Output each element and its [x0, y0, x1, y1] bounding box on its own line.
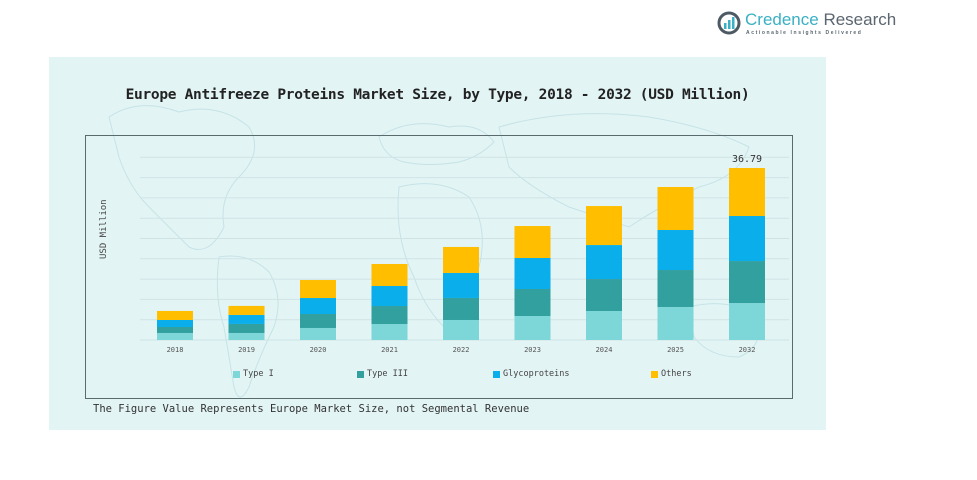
- logo-bar-chart-icon: [717, 11, 741, 35]
- bar-segment-type-iii: [157, 327, 193, 333]
- bar-segment-glycoproteins: [657, 229, 694, 271]
- bar-segment-type-iii: [514, 288, 551, 317]
- legend-swatch: [493, 370, 500, 378]
- bar-segment-glycoproteins: [443, 272, 479, 298]
- bar-segment-type-i: [300, 327, 336, 340]
- x-tick-label: 2025: [667, 346, 684, 354]
- bar-segment-type-iii: [228, 323, 265, 333]
- legend-swatch: [357, 370, 364, 378]
- bar-segment-others: [300, 280, 336, 299]
- y-axis-label: USD Million: [99, 199, 109, 259]
- bar-segment-others: [157, 310, 193, 320]
- legend-label: Others: [661, 369, 692, 379]
- bar-segment-type-iii: [443, 297, 479, 320]
- data-label: 36.79: [732, 154, 762, 165]
- legend-swatch: [233, 370, 240, 378]
- bar-segment-type-i: [443, 319, 479, 340]
- x-tick-label: 2020: [310, 346, 327, 354]
- bar-segment-type-i: [371, 324, 408, 340]
- bar-segment-others: [228, 305, 265, 315]
- bar-segment-others: [514, 226, 551, 258]
- bar-segment-type-iii: [371, 306, 408, 325]
- footnote: The Figure Value Represents Europe Marke…: [93, 403, 530, 415]
- bar-segment-type-i: [657, 306, 694, 340]
- world-map-background: [108, 105, 761, 398]
- bar-segment-others: [586, 206, 622, 246]
- legend-item: Type III: [357, 369, 408, 379]
- legend-item: Others: [651, 369, 692, 379]
- bar-segment-type-i: [157, 332, 193, 340]
- bar-segment-glycoproteins: [514, 257, 551, 289]
- chart-panel: Europe Antifreeze Proteins Market Size, …: [49, 57, 826, 430]
- credence-research-logo: Credence Research Actionable Insights De…: [717, 9, 896, 41]
- bar-segment-others: [371, 263, 408, 287]
- x-tick-label: 2022: [453, 346, 470, 354]
- logo-name: Credence Research: [745, 10, 897, 29]
- x-tick-label: 2023: [524, 346, 541, 354]
- bar-segment-type-iii: [586, 279, 622, 312]
- bar-segment-others: [729, 168, 765, 217]
- bar-segment-type-iii: [300, 314, 336, 328]
- bar-segment-others: [443, 246, 479, 273]
- logo-tagline: Actionable Insights Delivered: [746, 30, 863, 36]
- bar-segment-type-i: [514, 316, 551, 340]
- legend-swatch: [651, 370, 658, 378]
- legend-item: Glycoproteins: [493, 369, 570, 379]
- legend-label: Type III: [367, 369, 408, 379]
- bar-segment-glycoproteins: [729, 216, 765, 262]
- x-tick-label: 2018: [167, 346, 184, 354]
- x-tick-label: 2021: [381, 346, 398, 354]
- bar-segment-type-i: [586, 311, 622, 340]
- chart-frame: [85, 135, 793, 399]
- bar-segment-type-iii: [729, 261, 765, 304]
- bar-segment-others: [657, 186, 694, 230]
- x-tick-label: 2032: [739, 346, 756, 354]
- bar-segment-glycoproteins: [228, 314, 265, 324]
- bar-segment-glycoproteins: [157, 319, 193, 328]
- x-tick-label: 2019: [238, 346, 255, 354]
- legend-label: Glycoproteins: [503, 369, 570, 379]
- bar-segment-glycoproteins: [300, 298, 336, 315]
- legend-label: Type I: [243, 369, 274, 379]
- stacked-bar-chart: 2018 2019 2020 2021 2022 2023 2024 2025 2032 36.7…: [140, 154, 789, 354]
- bar-segment-type-i: [228, 332, 265, 340]
- bar-segment-glycoproteins: [371, 286, 408, 307]
- bar-segment-type-i: [729, 303, 765, 340]
- x-tick-label: 2024: [596, 346, 613, 354]
- bar-segment-glycoproteins: [586, 245, 622, 280]
- chart-title: Europe Antifreeze Proteins Market Size, …: [125, 87, 750, 103]
- bar-segment-type-iii: [657, 270, 694, 307]
- legend-item: Type I: [233, 369, 274, 379]
